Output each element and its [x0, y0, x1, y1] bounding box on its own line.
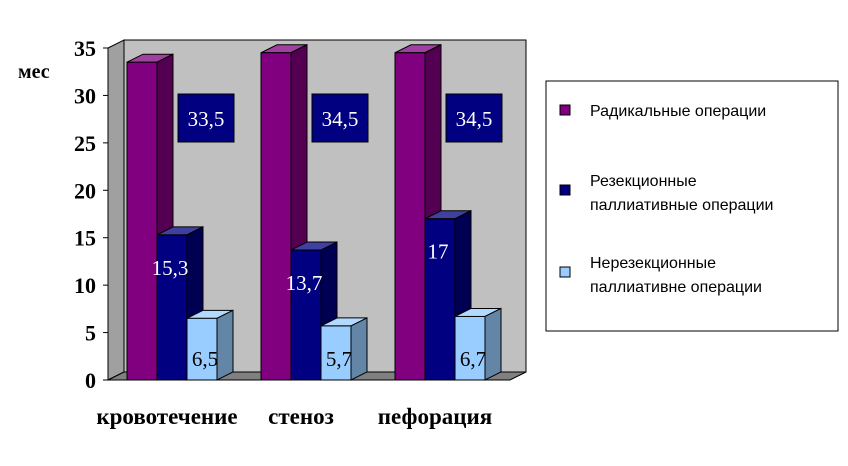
y-tick-label: 25 — [74, 131, 96, 156]
bar — [186, 317, 218, 381]
bar — [290, 249, 322, 381]
data-label: 33,5 — [188, 107, 225, 131]
bar — [126, 61, 158, 381]
bar-side-face — [484, 307, 502, 381]
bar-side-face — [216, 309, 234, 381]
bar — [454, 315, 486, 381]
legend — [545, 80, 839, 332]
data-label: 34,5 — [322, 107, 359, 131]
y-tick-label: 30 — [74, 83, 96, 108]
legend-label: Резекционные паллиативные операции — [590, 173, 773, 214]
data-label: 17 — [428, 240, 449, 264]
y-tick-label: 10 — [74, 273, 96, 298]
plot-side-wall — [107, 39, 125, 381]
data-label: 13,7 — [286, 271, 323, 295]
data-label: 5,7 — [326, 347, 352, 371]
x-category-label: кровотечение — [96, 404, 237, 429]
bar — [260, 52, 292, 381]
legend-label: Радикальные операции — [590, 103, 766, 120]
data-label-box — [177, 93, 235, 143]
bar — [424, 218, 456, 381]
data-label: 6,7 — [460, 347, 486, 371]
legend-swatch — [559, 104, 571, 116]
x-category-label: пефорация — [378, 404, 492, 429]
bar — [320, 325, 352, 381]
legend-swatch — [559, 266, 571, 278]
legend-label: Нерезекционные паллиативне операции — [590, 255, 762, 296]
legend-swatch — [559, 184, 571, 196]
bar — [394, 52, 426, 381]
y-tick-label: 5 — [85, 321, 96, 346]
x-category-label: стеноз — [268, 404, 334, 429]
y-tick-label: 0 — [85, 368, 96, 393]
data-label: 6,5 — [192, 347, 218, 371]
y-axis-unit-label: мес — [18, 61, 50, 83]
data-label: 34,5 — [456, 107, 493, 131]
data-label: 15,3 — [152, 256, 189, 280]
bar-side-face — [350, 317, 368, 381]
y-tick-label: 15 — [74, 226, 96, 251]
data-label-box — [311, 93, 369, 143]
bar — [156, 234, 188, 381]
data-label-box — [445, 93, 503, 143]
y-tick-label: 20 — [74, 178, 96, 203]
y-tick-label: 35 — [74, 36, 96, 61]
